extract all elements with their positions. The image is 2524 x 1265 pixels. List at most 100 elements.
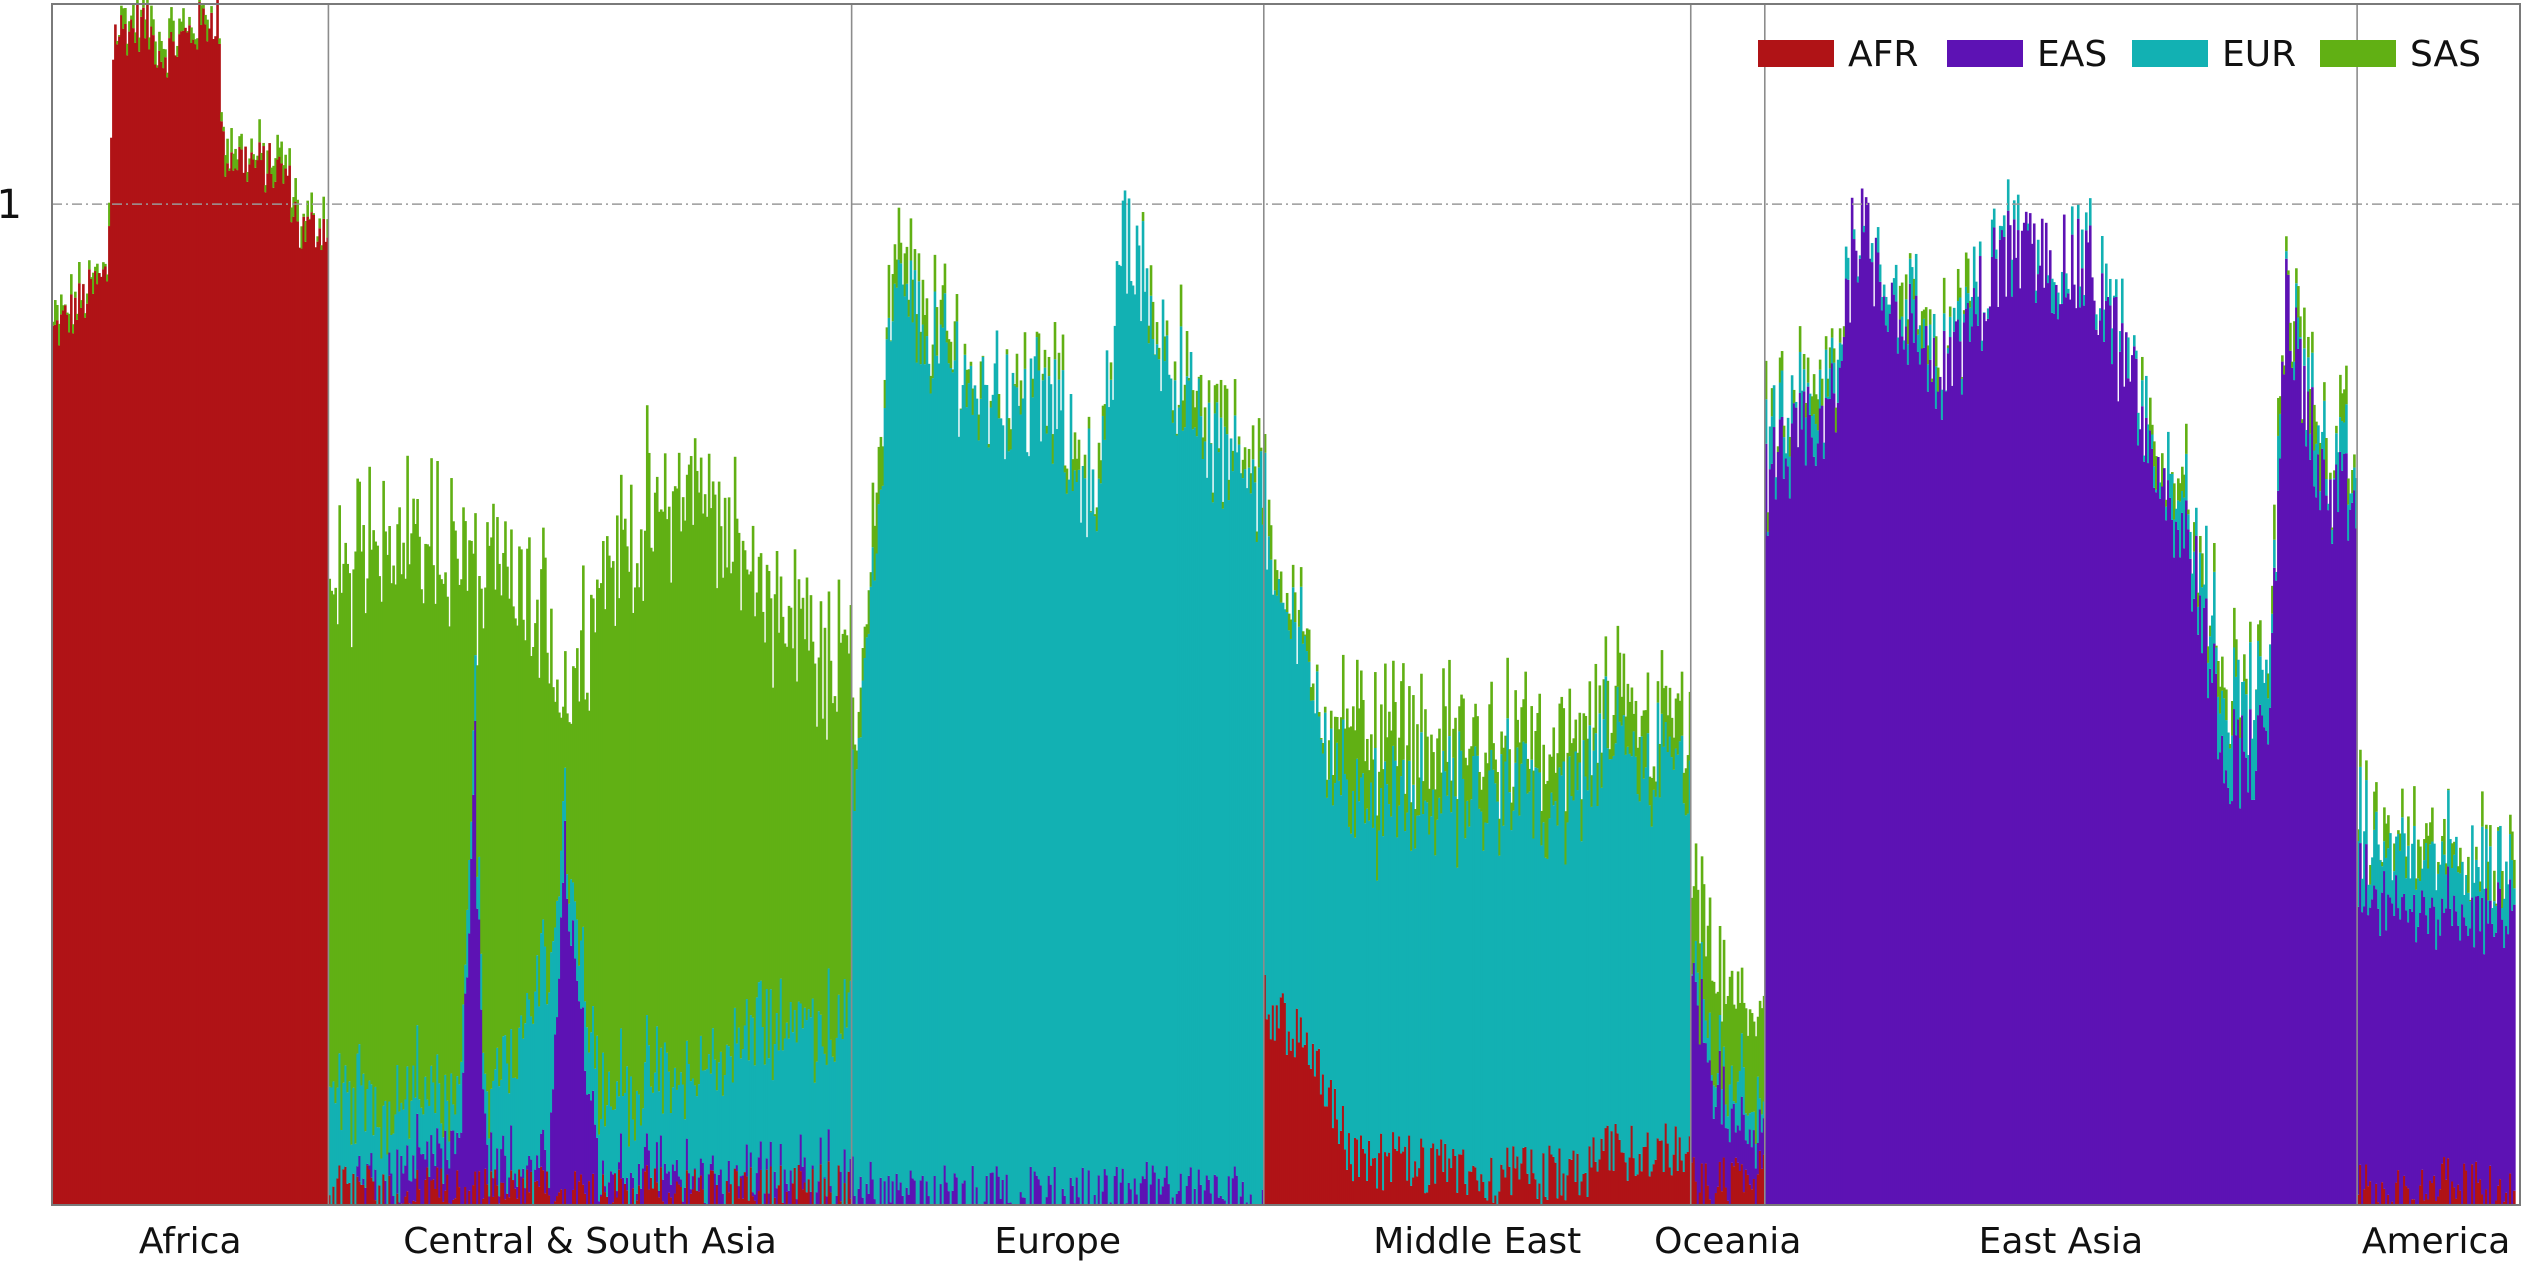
bar-east-asia-eur [2249,642,2252,710]
bar-east-asia-eas [1884,325,1888,1205]
bar-america-eas [2473,947,2476,1205]
bar-middle-east-afr [1345,1169,1349,1205]
bar-europe-eur [925,336,929,1182]
bar-central-and-south-asia-sas [755,592,759,998]
bar-middle-east-eur [1317,716,1321,1049]
bar-middle-east-eur [1476,755,1479,1181]
bar-america-sas [2419,846,2422,882]
bar-america-sas [2431,807,2434,842]
bar-america-eur [2377,844,2380,909]
bar-central-and-south-asia-eas [398,1202,401,1205]
bar-east-asia-eas [1934,408,1938,1206]
bar-central-and-south-asia-eur [771,1080,775,1205]
bar-central-and-south-asia-eas [456,1132,459,1171]
bar-europe-eur [1191,429,1195,1205]
bar-middle-east-eur [1682,803,1686,1172]
bar-east-asia-eur [2303,348,2306,366]
bar-east-asia-eas [2199,595,2202,1205]
bar-east-asia-eas [2265,730,2268,1205]
bar-east-asia-eur [1812,414,1816,457]
bar-central-and-south-asia-eas [594,1124,597,1205]
bar-america-sas [2427,835,2430,869]
bar-central-and-south-asia-afr [500,1182,503,1205]
bar-central-and-south-asia-eur [611,1109,615,1175]
bar-east-asia-sas [2161,453,2164,487]
bar-central-and-south-asia-afr [454,1198,457,1205]
bar-east-asia-eas [2209,668,2212,1205]
bar-europe-eur [935,355,939,1205]
bar-central-and-south-asia-eur [446,1100,449,1160]
bar-oceania-afr [1742,1192,1746,1205]
bar-middle-east-eur [1634,756,1638,1176]
bar-middle-east-afr [1566,1175,1570,1205]
bar-middle-east-eur [1442,750,1445,1172]
bar-middle-east-eur [1394,760,1397,1149]
bar-europe-sas [1015,353,1019,388]
bar-middle-east-afr [1325,1106,1329,1205]
bar-central-and-south-asia-sas [386,554,389,1155]
bar-central-and-south-asia-sas [506,566,509,1064]
bar-oceania-eur [1730,1065,1734,1109]
bar-oceania-afr [1746,1174,1750,1205]
bar-middle-east-afr [1552,1156,1556,1205]
bar-east-asia-eur [2114,279,2118,297]
bar-east-asia-eas [2207,698,2210,1205]
bar-america-sas [2443,818,2446,855]
bar-europe-sas [1177,404,1181,408]
bar-europe-eas [1109,1202,1113,1205]
bar-east-asia-sas [2151,424,2154,435]
bar-middle-east-eur [1269,559,1273,1040]
bar-europe-sas [1231,450,1235,472]
bar-east-asia-sas [1804,402,1808,418]
bar-central-and-south-asia-eur [781,1050,785,1203]
bar-east-asia-sas [2323,382,2326,401]
bar-europe-eas [1115,1166,1119,1205]
bar-oceania-sas [1696,889,1700,973]
bar-europe-sas [1213,385,1217,414]
bar-middle-east-eur [1297,626,1301,1043]
bar-oceania-afr [1724,1187,1728,1205]
bar-east-asia-eas [1960,394,1964,1205]
bar-oceania-eur [1704,1020,1708,1044]
bar-east-asia-eur [2189,531,2192,559]
bar-middle-east-eur [1412,784,1415,1178]
bar-africa-sas [250,138,253,153]
bar-america-eur [2489,846,2492,901]
bar-east-asia-eur [2253,720,2256,800]
bar-east-asia-eur [2285,251,2288,259]
bar-central-and-south-asia-sas [350,647,353,1145]
bar-middle-east-sas [1378,771,1381,831]
bar-europe-eas [1133,1178,1137,1205]
bar-east-asia-eur [2088,198,2092,226]
bar-central-and-south-asia-sas [462,507,465,1005]
bar-middle-east-eur [1285,611,1289,1055]
bar-middle-east-afr [1464,1183,1467,1205]
bar-oceania-eas [1700,979,1704,1164]
bar-middle-east-sas [1676,693,1680,755]
bar-middle-east-afr [1335,1119,1339,1205]
bar-europe-eas [1045,1197,1049,1205]
bar-central-and-south-asia-eur [689,1081,693,1190]
bar-europe-eur [1147,343,1151,1205]
bar-africa-afr [180,31,183,1205]
bar-central-and-south-asia-eas [486,1144,489,1185]
bar-central-and-south-asia-afr [440,1168,443,1205]
bar-america-eur [2401,817,2404,898]
bar-middle-east-eur [1652,789,1656,1165]
bar-europe-sas [963,343,967,355]
bar-europe-sas [1061,334,1065,371]
bar-middle-east-eur [1319,739,1323,1095]
bar-central-and-south-asia-eur [663,1042,667,1164]
bar-central-and-south-asia-eas [759,1141,763,1170]
bar-east-asia-eas [1878,281,1882,1206]
bar-central-and-south-asia-sas [582,565,585,927]
bar-east-asia-eas [2110,364,2114,1205]
bar-central-and-south-asia-sas [458,584,461,1085]
bar-oceania-eas [1732,1103,1736,1167]
bar-africa-sas [218,38,221,44]
bar-central-and-south-asia-sas [719,526,723,1052]
bar-middle-east-eur [1378,830,1381,1154]
bar-east-asia-sas [1934,336,1938,367]
bar-europe-eur [1125,293,1129,1204]
bar-central-and-south-asia-afr [406,1191,409,1205]
